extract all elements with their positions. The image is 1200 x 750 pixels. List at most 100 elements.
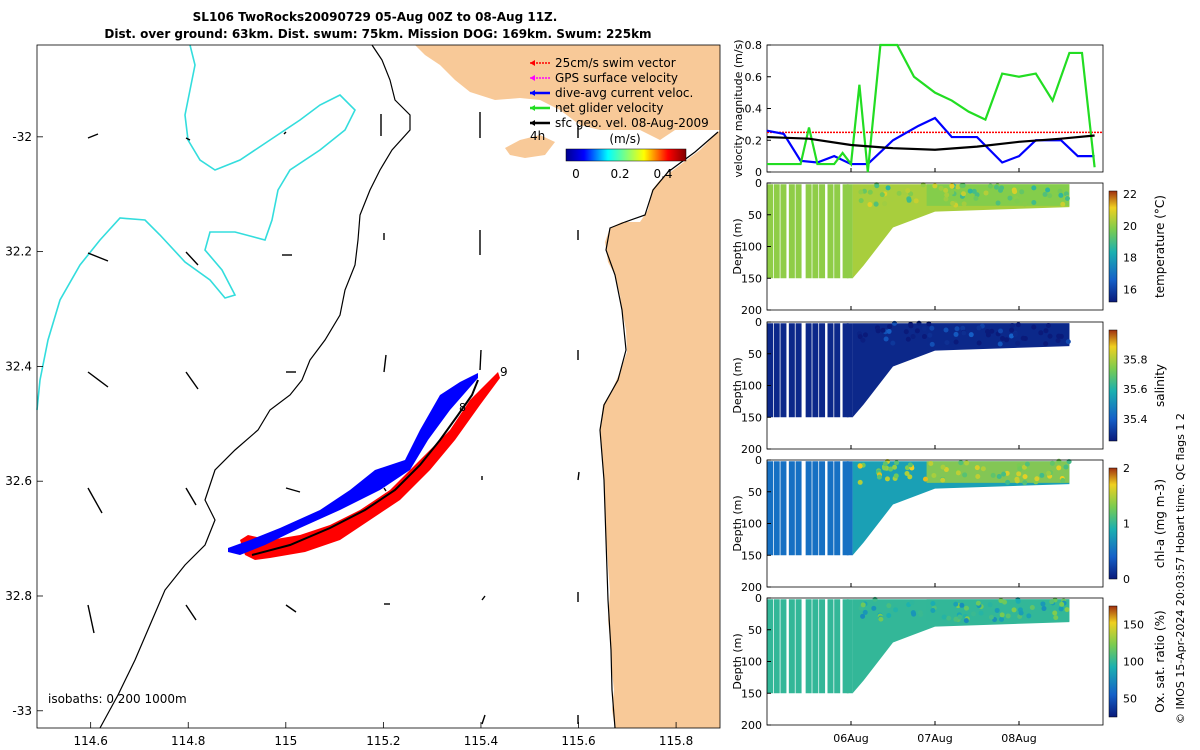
depth-point-4-51 — [988, 614, 994, 620]
depth-point-2-69 — [1004, 337, 1010, 343]
depth-point-3-57 — [1049, 460, 1055, 466]
depth-point-4-60 — [886, 613, 892, 619]
depth-point-4-63 — [1053, 615, 1059, 621]
depth-point-1-15 — [1042, 191, 1048, 197]
depth-point-2-45 — [921, 334, 927, 340]
timeseries-x-axis: 06Aug 07Aug 08Aug — [833, 168, 1037, 745]
depth-point-4-10 — [999, 616, 1005, 622]
profile-1-2 — [780, 184, 787, 279]
colorbar-title: (m/s) — [609, 132, 640, 146]
depth-point-1-69 — [938, 185, 944, 191]
depth-point-2-10 — [883, 336, 889, 342]
depth-point-1-58 — [1022, 201, 1028, 207]
map-xtick-label-6: 115.8 — [659, 734, 693, 748]
isobaths-label: isobaths: 0 200 1000m — [48, 692, 187, 706]
profile-1-7 — [819, 184, 826, 279]
profile-3-0 — [767, 461, 773, 556]
depth-ytick-label-3-0: 0 — [755, 454, 762, 467]
depth-point-4-53 — [911, 611, 917, 617]
profile-2-8 — [827, 323, 834, 418]
map-colorbar: (m/s) 0 0.2 0.4 — [565, 132, 687, 181]
profile-1-8 — [827, 184, 834, 279]
depth-point-4-9 — [1052, 610, 1058, 616]
depth-point-4-41 — [998, 598, 1004, 604]
profile-2-4 — [795, 323, 802, 418]
profile-4-0 — [767, 599, 773, 694]
profile-2-6 — [812, 323, 819, 418]
depth-point-2-11 — [862, 332, 868, 338]
depth-point-1-47 — [1012, 189, 1018, 195]
profile-4-6 — [812, 599, 819, 694]
depth-point-2-58 — [954, 326, 960, 332]
depth-point-4-62 — [957, 614, 963, 620]
depth-point-1-54 — [882, 201, 888, 207]
depth-point-1-35 — [889, 197, 895, 203]
depth-point-3-56 — [1021, 464, 1027, 470]
colorbar-tick-2: 0.4 — [653, 167, 672, 181]
profile-3-7 — [819, 461, 826, 556]
depth-point-4-45 — [930, 601, 936, 607]
depth-ctick-2-2: 35.8 — [1123, 354, 1148, 367]
depth-point-1-65 — [1064, 195, 1070, 201]
depth-ytick-label-2-1: 50 — [748, 348, 762, 361]
profile-4-10 — [842, 599, 849, 694]
depth-point-1-44 — [987, 183, 993, 189]
depth-ctick-2-1: 35.6 — [1123, 383, 1148, 396]
map-ytick-label-4: 32.8 — [5, 589, 32, 603]
depth-point-4-3 — [871, 605, 877, 611]
depth-point-2-63 — [1009, 322, 1015, 328]
depth-clabel-4: Ox. sat. ratio (%) — [1153, 610, 1167, 712]
depth-point-2-0 — [905, 336, 911, 342]
depth-ytick-label-1-4: 200 — [741, 304, 762, 317]
depth-point-2-41 — [997, 341, 1003, 347]
profile-2-5 — [805, 323, 812, 418]
profile-2-10 — [842, 323, 849, 418]
depth-point-2-17 — [1008, 333, 1014, 339]
depth-point-2-67 — [961, 330, 967, 336]
depth-point-3-5 — [980, 466, 986, 472]
depth-point-1-36 — [995, 200, 1001, 206]
depth-point-2-6 — [926, 321, 932, 327]
depth-point-1-60 — [949, 183, 955, 189]
depth-point-2-23 — [927, 332, 933, 338]
depth-point-1-66 — [999, 185, 1005, 191]
depth-panel-1: 0 50 100 150 200 Depth (m) 16 18 20 22 temperature… — [731, 177, 1167, 317]
depth-point-3-45 — [962, 472, 968, 478]
depth-ctick-4-1: 100 — [1123, 656, 1144, 669]
depth-point-1-50 — [874, 183, 880, 189]
depth-panel-4: 0 50 100 150 200 Depth (m) 50 100 150 Ox. sat. ra… — [731, 592, 1167, 732]
depth-point-4-59 — [946, 615, 952, 621]
depth-point-3-34 — [1001, 471, 1007, 477]
depth-point-3-39 — [892, 464, 898, 470]
depth-point-3-47 — [958, 460, 964, 466]
depth-point-4-18 — [975, 600, 981, 606]
depth-point-4-1 — [1040, 601, 1046, 607]
depth-point-2-57 — [998, 328, 1004, 334]
depth-point-1-7 — [867, 202, 873, 208]
depth-point-2-29 — [1038, 330, 1044, 336]
map-frame — [36, 44, 721, 729]
coastline — [99, 44, 411, 729]
depth-point-4-22 — [987, 602, 993, 608]
depth-point-4-68 — [1018, 610, 1024, 616]
depth-point-1-3 — [943, 187, 949, 193]
depth-point-2-50 — [868, 326, 874, 332]
depth-ctick-4-0: 50 — [1123, 693, 1137, 706]
profile-2-2 — [780, 323, 787, 418]
depth-point-2-62 — [1020, 335, 1026, 341]
depth-point-1-48 — [1007, 195, 1013, 201]
depth-ytick-label-4-1: 50 — [748, 624, 762, 637]
velocity-series-3 — [766, 134, 1095, 151]
depth-point-3-43 — [964, 460, 970, 466]
depth-point-2-12 — [929, 325, 935, 331]
depth-point-2-3 — [944, 340, 950, 346]
depth-wedge-3 — [852, 461, 1070, 556]
depth-point-1-55 — [961, 201, 967, 207]
vel-ytick-label-3: 0.6 — [745, 71, 763, 84]
profile-3-6 — [812, 461, 819, 556]
coastline-east — [599, 131, 719, 729]
legend-label-2: dive-avg current veloc. — [555, 86, 693, 100]
depth-clabel-1: temperature (°C) — [1153, 195, 1167, 298]
